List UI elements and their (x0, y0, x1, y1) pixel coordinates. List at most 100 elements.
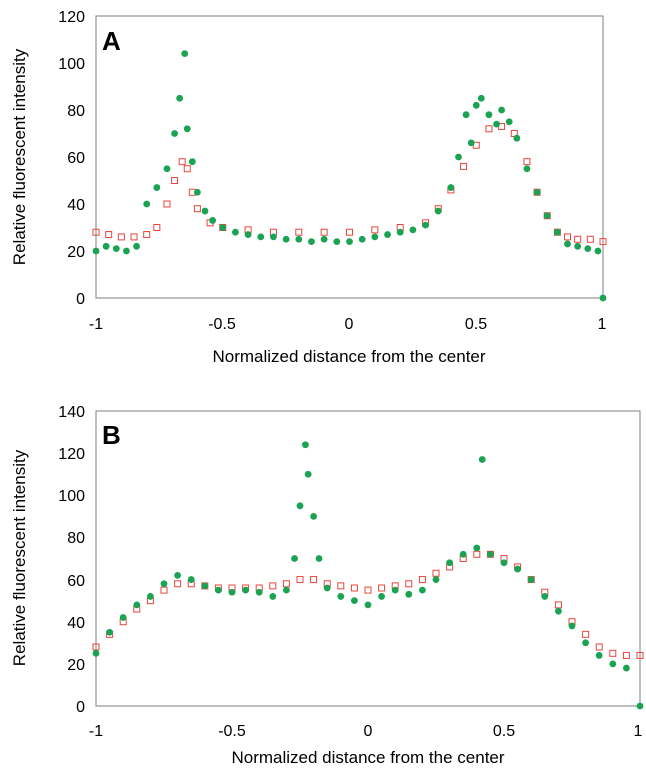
panel-a-circle-point (153, 184, 161, 191)
panel-b-square-point (622, 651, 630, 659)
panel-a-circle-point (194, 188, 201, 196)
panel-a-circle-point (462, 111, 470, 119)
panel-a-x-tick-1: 1 (598, 316, 607, 333)
panel-a-square-point (143, 231, 151, 239)
panel-a-circle-point (201, 207, 209, 215)
panel-a-x-axis-label: Normalized distance from the center (212, 347, 485, 366)
panel-a-square-point (153, 224, 161, 231)
panel-a-circle-point (599, 294, 607, 302)
panel-b-circle-point (201, 582, 209, 590)
panel-b-y-tick-140: 140 (58, 404, 85, 421)
panel-a-x-tick-05: 0.5 (465, 316, 487, 333)
panel-b-y-tick-60: 60 (67, 573, 85, 590)
panel-b-square-point (296, 576, 304, 584)
panel-a-circle-point (493, 120, 500, 128)
panel-a-y-tick-0: 0 (76, 291, 85, 308)
panel-b-x-tick-0: 0 (364, 723, 373, 740)
panel-b-x-tick-1: 1 (634, 723, 643, 740)
panel-a-square-point (163, 200, 171, 208)
panel-b-circle-point (106, 628, 113, 636)
panel-a: 0 20 40 60 80 100 120 -1 -0.5 0 0.5 1 No… (10, 9, 607, 366)
panel-a-square-point (460, 162, 468, 170)
panel-b-y-tick-40: 40 (67, 615, 85, 632)
panel-a-circle-point (409, 226, 417, 234)
panel-b-circle-point (296, 502, 304, 510)
panel-b-square-point (174, 580, 182, 588)
panel-b-circle-point (568, 622, 576, 630)
panel-a-circle-point (485, 111, 493, 119)
panel-a-square-point (92, 228, 100, 236)
panel-b-y-axis-label: Relative fluorescent intensity (10, 449, 29, 666)
panel-a-circle-point (594, 247, 602, 255)
panel-b-plot-area (95, 410, 641, 707)
panel-a-circle-point (533, 188, 541, 196)
panel-a-y-tick-60: 60 (67, 150, 85, 167)
panel-b-x-ticks: -1 -0.5 0 0.5 1 (89, 723, 643, 740)
panel-a-plot-area (95, 15, 604, 299)
panel-a-circle-point (477, 94, 485, 102)
panel-b-circle-point (459, 550, 467, 558)
panel-b-circle-point (337, 593, 345, 600)
panel-a-square-point (105, 231, 113, 239)
panel-b-y-tick-20: 20 (67, 657, 85, 674)
panel-b-square-point (310, 576, 318, 584)
panel-a-circle-point (472, 101, 480, 109)
panel-b-circle-point (315, 555, 323, 562)
panel-b-circle-point (541, 593, 549, 600)
panel-b-circle-point (283, 586, 290, 594)
panel-a-label: A (102, 26, 121, 56)
panel-b-y-tick-0: 0 (76, 699, 85, 716)
panel-a-square-point (574, 235, 582, 243)
panel-a-circle-point (219, 224, 227, 231)
panel-a-square-point (346, 228, 353, 236)
panel-a-x-ticks: -1 -0.5 0 0.5 1 (89, 316, 607, 333)
panel-a-circle-point (467, 139, 475, 147)
panel-b-circle-point (304, 470, 312, 478)
panel-b-circle-point (119, 614, 127, 621)
panel-a-circle-point (102, 242, 110, 250)
panel-a-circle-point (455, 153, 462, 161)
panel-a-y-tick-120: 120 (58, 9, 85, 26)
panel-b-circle-point (623, 664, 630, 672)
panel-a-square-point (178, 158, 186, 166)
panel-a-square-point (320, 228, 328, 236)
panel-a-square-point (564, 233, 572, 241)
panel-a-y-tick-100: 100 (58, 56, 85, 73)
panel-a-square-point (371, 226, 379, 234)
panel-a-circle-point (171, 130, 178, 137)
panel-a-marks (92, 50, 607, 302)
panel-b-square-point (636, 651, 644, 659)
panel-b-circle-point (487, 550, 494, 558)
panel-a-square-point (183, 165, 191, 173)
panel-a-circle-point (112, 245, 120, 253)
panel-b-x-tick-neg1: -1 (89, 723, 103, 740)
panel-a-circle-point (333, 238, 341, 246)
panel-b-square-point (595, 643, 603, 651)
panel-b-circle-point (92, 649, 100, 657)
panel-a-square-point (599, 238, 607, 246)
panel-a-circle-point (308, 238, 315, 246)
panel-b-circle-point (364, 601, 372, 609)
panel-a-x-tick-0: 0 (345, 316, 354, 333)
panel-a-circle-point (498, 106, 505, 114)
panel-a-circle-point (209, 217, 217, 224)
panel-b-square-point (582, 630, 590, 638)
panel-a-x-tick-neg05: -0.5 (208, 316, 236, 333)
panel-a-circle-point (163, 165, 171, 173)
panel-a-circle-point (553, 228, 561, 236)
panel-b-y-tick-100: 100 (58, 488, 85, 505)
panel-a-circle-point (513, 134, 521, 142)
panel-a-circle-point (282, 235, 290, 243)
panel-a-circle-point (183, 125, 191, 133)
panel-b-circle-point (255, 588, 263, 596)
panel-b-circle-point (133, 601, 141, 609)
panel-a-y-tick-40: 40 (67, 197, 85, 214)
panel-a-circle-point (396, 228, 404, 236)
panel-b-y-ticks: 0 20 40 60 80 100 120 140 (58, 404, 85, 716)
panel-b-circle-point (291, 555, 298, 562)
panel-b-square-point (418, 576, 426, 584)
panel-a-circle-point (270, 233, 277, 241)
panel-b-circle-point (478, 456, 486, 463)
panel-b-square-point (405, 580, 413, 588)
panel-b-circle-point (228, 588, 236, 596)
